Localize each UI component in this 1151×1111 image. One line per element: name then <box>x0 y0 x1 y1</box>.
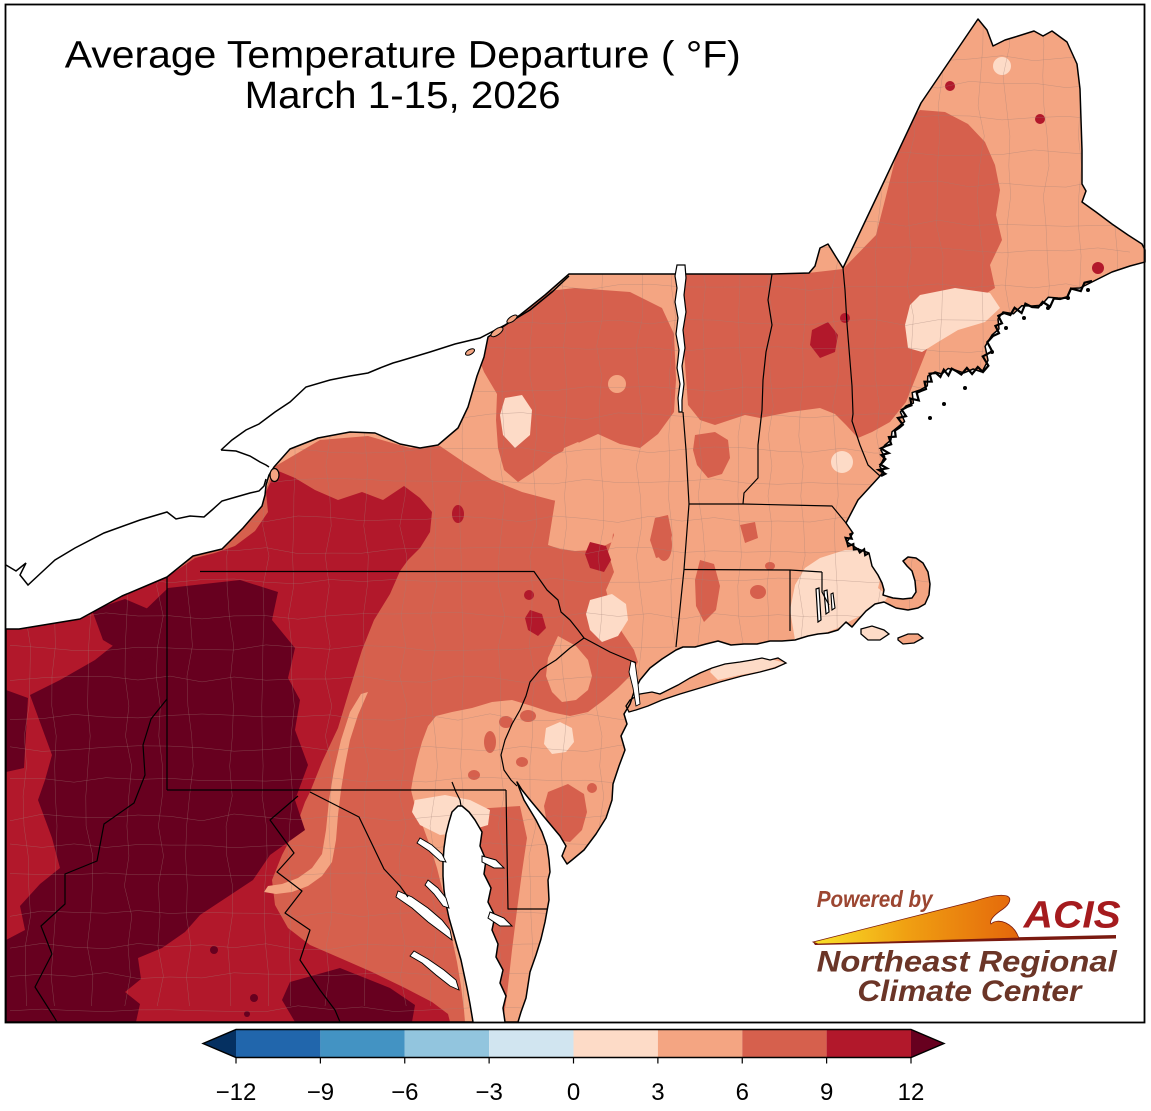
svg-text:Northeast Regional: Northeast Regional <box>817 945 1118 978</box>
svg-text:Powered by: Powered by <box>817 886 934 912</box>
svg-text:ACIS: ACIS <box>1023 894 1121 936</box>
svg-text:12: 12 <box>898 1079 925 1106</box>
svg-text:March 1-15, 2026: March 1-15, 2026 <box>245 75 561 117</box>
svg-text:Average Temperature Departure: Average Temperature Departure ( °F) <box>65 35 741 77</box>
svg-text:−3: −3 <box>475 1079 502 1106</box>
svg-text:0: 0 <box>567 1079 580 1106</box>
svg-text:−6: −6 <box>391 1079 418 1106</box>
svg-text:Climate Center: Climate Center <box>857 975 1083 1008</box>
svg-text:−12: −12 <box>216 1079 257 1106</box>
svg-text:−9: −9 <box>307 1079 334 1106</box>
svg-text:9: 9 <box>820 1079 833 1106</box>
svg-text:6: 6 <box>736 1079 749 1106</box>
svg-text:3: 3 <box>651 1079 664 1106</box>
